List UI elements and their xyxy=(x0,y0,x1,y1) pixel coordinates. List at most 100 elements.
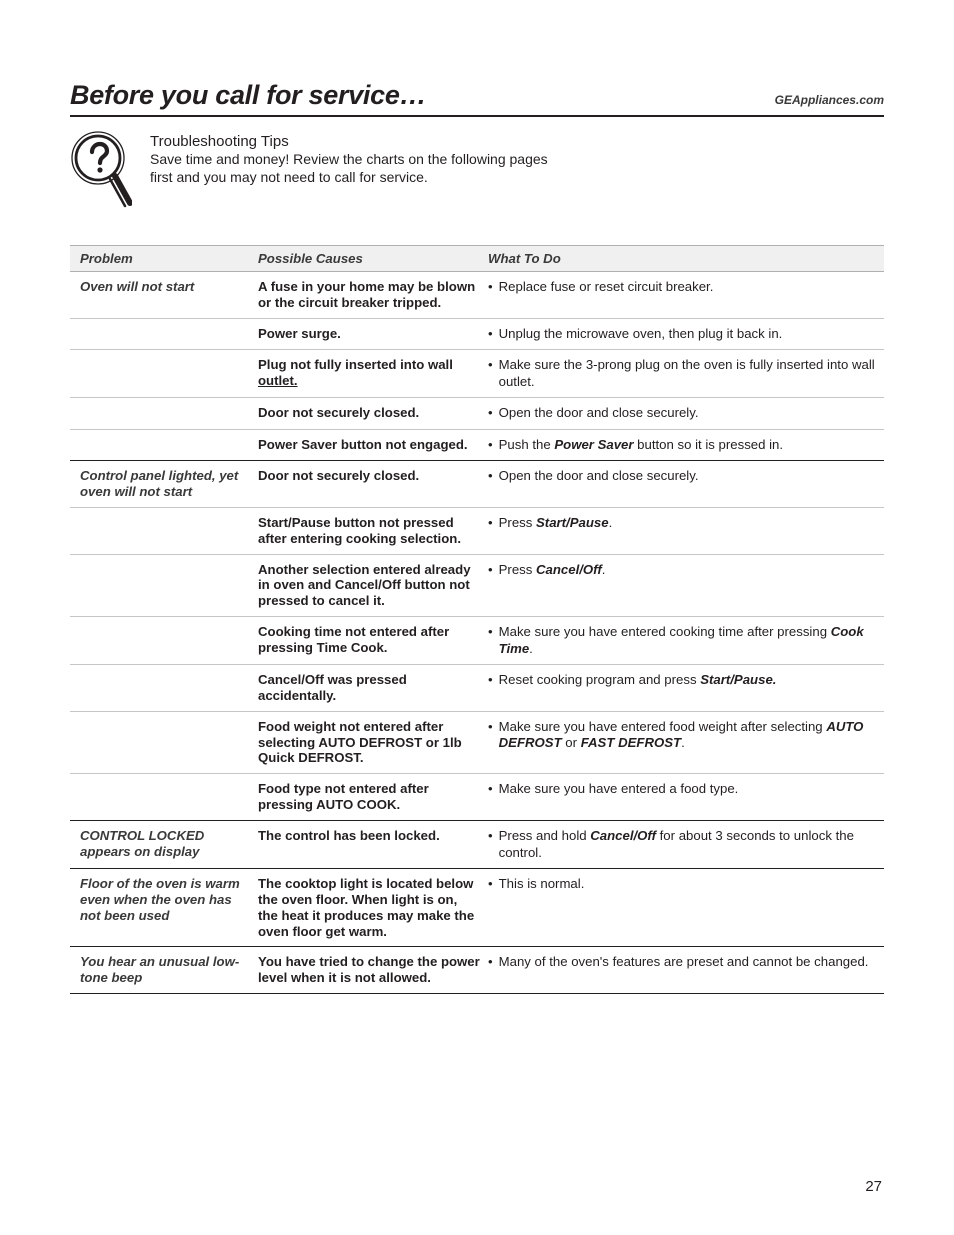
table-header-row: Problem Possible Causes What To Do xyxy=(70,245,884,272)
table-row: Control panel lighted, yet oven will not… xyxy=(70,461,884,508)
problem-cell xyxy=(70,319,258,333)
action-cell: Press and hold Cancel/Off for about 3 se… xyxy=(488,821,884,868)
action-text: Replace fuse or reset circuit breaker. xyxy=(499,279,714,296)
table-row: Door not securely closed.Open the door a… xyxy=(70,398,884,430)
page-number: 27 xyxy=(865,1178,882,1195)
bullet-icon xyxy=(488,279,493,296)
problem-cell xyxy=(70,350,258,364)
action-cell: Open the door and close securely. xyxy=(488,461,884,492)
action-cell: Many of the oven's features are preset a… xyxy=(488,947,884,978)
bullet-icon xyxy=(488,719,493,752)
action-cell: Make sure the 3-prong plug on the oven i… xyxy=(488,350,884,397)
bullet-icon xyxy=(488,326,493,343)
cause-cell: Cancel/Off was pressed accidentally. xyxy=(258,665,488,711)
bullet-icon xyxy=(488,672,493,689)
action-text: Make sure you have entered a food type. xyxy=(499,781,739,798)
cause-cell: You have tried to change the power level… xyxy=(258,947,488,993)
bullet-icon xyxy=(488,405,493,422)
cause-cell: Start/Pause button not pressed after ent… xyxy=(258,508,488,554)
site-url: GEAppliances.com xyxy=(775,93,884,111)
action-text: Make sure you have entered cooking time … xyxy=(499,624,876,657)
problem-block: CONTROL LOCKED appears on displayThe con… xyxy=(70,821,884,869)
action-text: Reset cooking program and press Start/Pa… xyxy=(499,672,777,689)
problem-cell xyxy=(70,774,258,788)
action-text: Open the door and close securely. xyxy=(499,468,699,485)
action-cell: Make sure you have entered cooking time … xyxy=(488,617,884,664)
cause-cell: Cooking time not entered after pressing … xyxy=(258,617,488,663)
table-row: You hear an unusual low-tone beepYou hav… xyxy=(70,947,884,993)
cause-cell: Plug not fully inserted into wall outlet… xyxy=(258,350,488,396)
column-header-action: What To Do xyxy=(488,246,884,271)
page-header-row: Before you call for service… GEAppliance… xyxy=(70,80,884,117)
cause-cell: Door not securely closed. xyxy=(258,461,488,491)
magnifier-question-icon xyxy=(70,131,132,209)
action-cell: Push the Power Saver button so it is pre… xyxy=(488,430,884,461)
intro-body: Save time and money! Review the charts o… xyxy=(150,151,570,186)
cause-cell: Food weight not entered after selecting … xyxy=(258,712,488,774)
problem-cell xyxy=(70,555,258,569)
problem-block: Floor of the oven is warm even when the … xyxy=(70,869,884,947)
action-text: Open the door and close securely. xyxy=(499,405,699,422)
table-row: Plug not fully inserted into wall outlet… xyxy=(70,350,884,398)
problem-block: You hear an unusual low-tone beepYou hav… xyxy=(70,947,884,994)
action-text: Push the Power Saver button so it is pre… xyxy=(499,437,783,454)
action-text: Press and hold Cancel/Off for about 3 se… xyxy=(499,828,876,861)
problem-cell: Control panel lighted, yet oven will not… xyxy=(70,461,258,507)
bullet-icon xyxy=(488,562,493,579)
cause-cell: Power surge. xyxy=(258,319,488,349)
problem-cell xyxy=(70,712,258,726)
cause-cell: Food type not entered after pressing AUT… xyxy=(258,774,488,820)
bullet-icon xyxy=(488,828,493,861)
problem-cell: Oven will not start xyxy=(70,272,258,302)
table-row: Power Saver button not engaged. Push the … xyxy=(70,430,884,461)
bullet-icon xyxy=(488,515,493,532)
problem-cell xyxy=(70,430,258,444)
troubleshooting-table: Problem Possible Causes What To Do Oven … xyxy=(70,245,884,994)
action-cell: Open the door and close securely. xyxy=(488,398,884,429)
action-cell: Unplug the microwave oven, then plug it … xyxy=(488,319,884,350)
table-row: Another selection entered already in ove… xyxy=(70,555,884,618)
cause-cell: Power Saver button not engaged. xyxy=(258,430,488,460)
problem-cell: CONTROL LOCKED appears on display xyxy=(70,821,258,867)
action-cell: Make sure you have entered food weight a… xyxy=(488,712,884,759)
problem-cell: Floor of the oven is warm even when the … xyxy=(70,869,258,931)
table-row: CONTROL LOCKED appears on displayThe con… xyxy=(70,821,884,868)
action-text: Many of the oven's features are preset a… xyxy=(499,954,869,971)
cause-cell: The cooktop light is located below the o… xyxy=(258,869,488,946)
cause-cell: A fuse in your home may be blown or the … xyxy=(258,272,488,318)
page-content: Before you call for service… GEAppliance… xyxy=(70,80,884,994)
action-cell: Press Cancel/Off. xyxy=(488,555,884,586)
problem-cell: You hear an unusual low-tone beep xyxy=(70,947,258,993)
cause-cell: Another selection entered already in ove… xyxy=(258,555,488,617)
table-row: Cooking time not entered after pressing … xyxy=(70,617,884,665)
bullet-icon xyxy=(488,876,493,893)
action-cell: This is normal. xyxy=(488,869,884,900)
action-text: Make sure you have entered food weight a… xyxy=(499,719,876,752)
action-cell: Press Start/Pause. xyxy=(488,508,884,539)
table-row: Floor of the oven is warm even when the … xyxy=(70,869,884,946)
action-text: Unplug the microwave oven, then plug it … xyxy=(499,326,783,343)
bullet-icon xyxy=(488,781,493,798)
column-header-problem: Problem xyxy=(70,246,258,271)
table-row: Oven will not startA fuse in your home m… xyxy=(70,272,884,319)
action-cell: Make sure you have entered a food type. xyxy=(488,774,884,805)
action-text: Make sure the 3-prong plug on the oven i… xyxy=(499,357,876,390)
table-row: Start/Pause button not pressed after ent… xyxy=(70,508,884,555)
bullet-icon xyxy=(488,954,493,971)
problem-cell xyxy=(70,665,258,679)
problem-cell xyxy=(70,617,258,631)
intro-block: Troubleshooting Tips Save time and money… xyxy=(70,131,884,209)
bullet-icon xyxy=(488,437,493,454)
action-cell: Replace fuse or reset circuit breaker. xyxy=(488,272,884,303)
problem-block: Control panel lighted, yet oven will not… xyxy=(70,461,884,821)
page-title: Before you call for service… xyxy=(70,80,426,111)
bullet-icon xyxy=(488,624,493,657)
table-row: Food weight not entered after selecting … xyxy=(70,712,884,775)
bullet-icon xyxy=(488,357,493,390)
table-body: Oven will not startA fuse in your home m… xyxy=(70,272,884,994)
table-row: Power surge. Unplug the microwave oven, t… xyxy=(70,319,884,351)
action-text: Press Start/Pause. xyxy=(499,515,613,532)
problem-cell xyxy=(70,398,258,412)
action-text: Press Cancel/Off. xyxy=(499,562,606,579)
bullet-icon xyxy=(488,468,493,485)
